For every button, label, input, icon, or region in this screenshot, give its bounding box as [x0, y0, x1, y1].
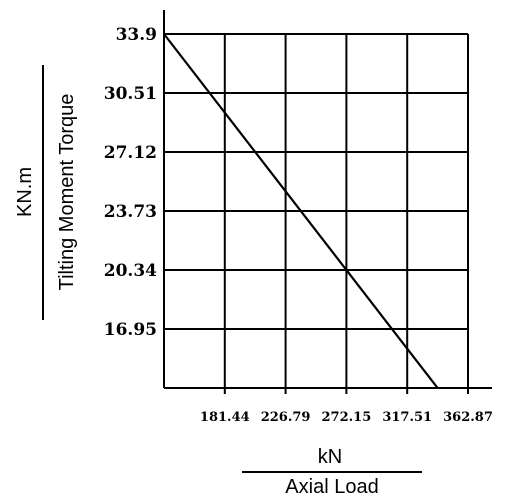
x-axis-label: kN Axial Load: [242, 446, 422, 497]
y-tick-label: 30.51: [104, 84, 157, 104]
y-tick-labels: 33.9 30.51 27.12 23.73 20.34 16.95: [104, 25, 157, 340]
y-tick-label: 27.12: [104, 143, 157, 163]
x-tick-label: 362.87: [443, 410, 493, 425]
x-tick-label: 272.15: [322, 410, 372, 425]
axes: [163, 10, 492, 394]
y-tick-label: 23.73: [104, 202, 157, 222]
y-tick-label: 33.9: [116, 25, 157, 45]
y-tick-label: 16.95: [104, 320, 157, 340]
y-axis-unit: KN.m: [14, 167, 36, 217]
series-line: [163, 33, 439, 389]
x-tick-label: 226.79: [261, 410, 311, 425]
grid: [164, 33, 469, 388]
y-tick-label: 20.34: [104, 261, 157, 281]
x-tick-label: 181.44: [200, 410, 250, 425]
x-tick-labels: 181.44 226.79 272.15 317.51 362.87: [200, 410, 493, 425]
x-tick-label: 317.51: [382, 410, 432, 425]
y-axis-title: Tilting Moment Torque: [56, 94, 78, 291]
y-axis-label: KN.m Tilting Moment Torque: [14, 65, 78, 320]
x-axis-unit: kN: [318, 446, 342, 468]
x-axis-title: Axial Load: [285, 476, 378, 497]
series: [163, 33, 439, 389]
